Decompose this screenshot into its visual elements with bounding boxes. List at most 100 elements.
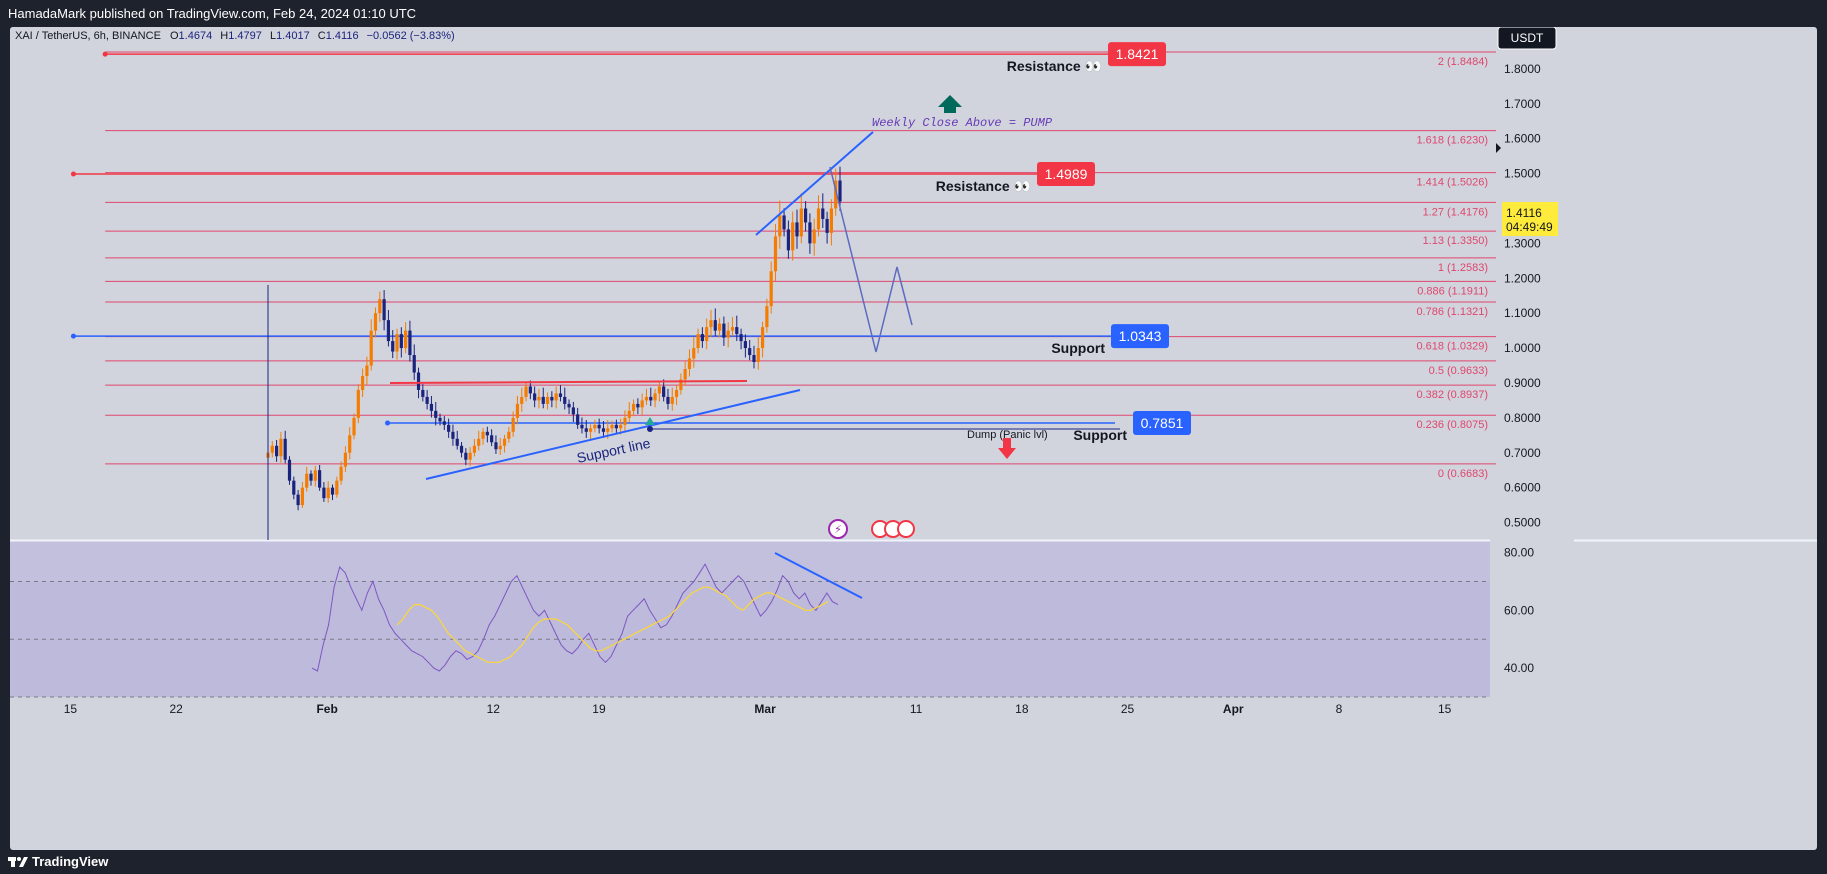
candle-body[interactable] [606, 428, 610, 432]
support-line-anchor[interactable] [70, 333, 76, 339]
candle-body[interactable] [756, 348, 760, 363]
resistance-badge[interactable] [1037, 161, 1095, 186]
candle-body[interactable] [498, 445, 502, 450]
resistance-badge[interactable] [1108, 42, 1166, 67]
candle-body[interactable] [619, 424, 623, 429]
candle-body[interactable] [760, 327, 765, 349]
candle-body[interactable] [511, 417, 515, 432]
candle-body[interactable] [808, 222, 812, 244]
candle-body[interactable] [468, 452, 472, 460]
candle-body[interactable] [434, 410, 438, 418]
candle-body[interactable] [305, 473, 309, 488]
breakout-red-line[interactable] [389, 380, 748, 384]
candle-body[interactable] [576, 414, 580, 425]
candle-body[interactable] [597, 424, 601, 429]
candle-body[interactable] [373, 313, 378, 331]
candle-body[interactable] [300, 487, 305, 506]
chart-canvas[interactable]: 2 (1.8484) 1.618 (1.6230) 1.414 (1.5026) 1.… [10, 27, 1817, 850]
candle-body[interactable] [318, 470, 322, 488]
candle-body[interactable] [786, 229, 790, 251]
candle-body[interactable] [537, 396, 541, 401]
candle-body[interactable] [683, 369, 687, 380]
candle-body[interactable] [408, 330, 412, 356]
candle-body[interactable] [507, 431, 511, 439]
candle-body[interactable] [821, 208, 825, 219]
candle-body[interactable] [722, 323, 726, 338]
candle-body[interactable] [279, 438, 283, 457]
candle-body[interactable] [748, 348, 752, 356]
candle-body[interactable] [666, 396, 670, 404]
candle-body[interactable] [425, 396, 429, 404]
candle-body[interactable] [545, 396, 550, 404]
candle-body[interactable] [464, 452, 468, 460]
rsi-divergence-line[interactable] [774, 552, 863, 599]
candle-body[interactable] [524, 386, 528, 397]
candle-body[interactable] [791, 222, 795, 251]
candle-body[interactable] [270, 445, 274, 453]
candle-body[interactable] [730, 327, 735, 331]
candle-body[interactable] [653, 393, 657, 401]
candle-body[interactable] [563, 396, 567, 404]
candle-body[interactable] [696, 334, 700, 349]
candle-body[interactable] [421, 389, 425, 397]
candle-body[interactable] [365, 365, 369, 376]
support-badge[interactable] [1111, 324, 1169, 349]
lightning-event-icon[interactable]: ⚡ [828, 519, 848, 539]
candle-body[interactable] [752, 355, 756, 363]
candle-body[interactable] [528, 386, 532, 394]
candle-body[interactable] [382, 299, 386, 321]
candle-body[interactable] [631, 403, 636, 411]
support-line-anchor[interactable] [385, 420, 391, 426]
candle-body[interactable] [795, 222, 799, 237]
candle-body[interactable] [825, 218, 829, 233]
candle-body[interactable] [709, 320, 713, 328]
candle-body[interactable] [296, 494, 300, 506]
candle-body[interactable] [726, 330, 730, 338]
scroll-right-icon[interactable] [1496, 143, 1501, 153]
candle-body[interactable] [326, 487, 330, 499]
candle-body[interactable] [657, 386, 661, 394]
candle-body[interactable] [705, 327, 709, 342]
candle-body[interactable] [593, 424, 597, 429]
upper-trend-line[interactable] [755, 131, 874, 236]
resistance-line-anchor[interactable] [102, 51, 108, 57]
projection-path[interactable] [829, 166, 913, 353]
currency-button[interactable]: USDT [1497, 27, 1557, 50]
candle-body[interactable] [330, 487, 335, 495]
candle-body[interactable] [623, 417, 627, 425]
candle-body[interactable] [533, 393, 537, 401]
candle-body[interactable] [769, 271, 773, 307]
candle-body[interactable] [687, 358, 692, 369]
candle-body[interactable] [343, 452, 348, 467]
candle-body[interactable] [713, 320, 717, 331]
chart-frame[interactable]: 2 (1.8484) 1.618 (1.6230) 1.414 (1.5026) 1.… [10, 27, 1817, 850]
candle-body[interactable] [816, 208, 821, 230]
candle-body[interactable] [679, 379, 683, 390]
candle-body[interactable] [558, 393, 563, 397]
candle-body[interactable] [541, 396, 545, 404]
candle-body[interactable] [490, 435, 494, 443]
time-axis[interactable] [10, 697, 1574, 721]
price-axis[interactable] [1490, 27, 1574, 697]
candle-body[interactable] [700, 334, 704, 342]
candle-body[interactable] [369, 330, 373, 366]
candle-body[interactable] [739, 334, 743, 342]
candle-body[interactable] [765, 306, 769, 328]
candle-body[interactable] [610, 424, 614, 429]
candle-body[interactable] [838, 180, 842, 202]
candle-body[interactable] [442, 421, 446, 425]
candle-body[interactable] [395, 334, 399, 352]
candle-body[interactable] [309, 473, 313, 481]
candle-body[interactable] [614, 424, 618, 429]
candle-body[interactable] [571, 407, 575, 415]
support-trend-line[interactable] [425, 389, 801, 480]
candle-body[interactable] [459, 445, 464, 453]
candle-body[interactable] [502, 438, 507, 446]
candle-body[interactable] [356, 389, 360, 418]
dump-anchor[interactable] [647, 426, 653, 432]
candle-body[interactable] [481, 431, 485, 439]
main-pane[interactable] [10, 27, 1490, 540]
candle-body[interactable] [640, 400, 644, 408]
candle-body[interactable] [335, 480, 339, 495]
candle-body[interactable] [692, 348, 696, 359]
